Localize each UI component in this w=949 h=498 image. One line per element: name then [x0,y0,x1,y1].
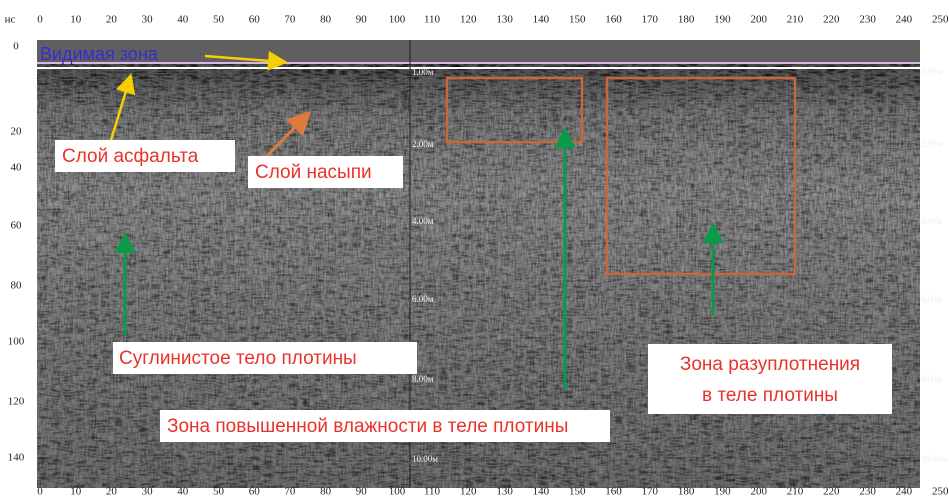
top-tick-label: 160 [605,14,622,26]
bottom-tick-label: 70 [284,486,296,498]
bottom-tick-label: 130 [496,486,513,498]
bottom-tick-label: 160 [605,486,622,498]
top-tick-label: 70 [284,14,296,26]
bottom-tick-label: 30 [142,486,154,498]
axis-unit: нс [5,14,16,26]
top-tick-label: 140 [533,14,550,26]
radargram-figure: нс Видимая зона Слой асфальта Слой насып… [0,0,949,498]
annotation: в теле плотины [702,385,838,406]
top-tick-label: 220 [823,14,840,26]
top-tick-label: 180 [678,14,695,26]
depth-mark: 1.00м [412,67,434,77]
top-tick-label: 250 [932,14,949,26]
bottom-tick-label: 250 [932,486,949,498]
depth-mark: 6.00м [412,294,434,304]
bottom-tick-label: 180 [678,486,695,498]
annotation: Зона разуплотнения [680,354,860,375]
bottom-tick-label: 10 [70,486,82,498]
top-tick-label: 40 [177,14,189,26]
bottom-tick-label: 220 [823,486,840,498]
bottom-tick-label: 20 [106,486,118,498]
left-tick-label: 140 [8,452,25,464]
depth-mark: 2.00м [412,139,434,149]
top-tick-label: 0 [37,14,43,26]
left-tick-label: 60 [11,220,23,232]
left-tick-label: 120 [8,396,25,408]
top-tick-label: 110 [424,14,441,26]
bottom-tick-label: 50 [213,486,225,498]
bottom-tick-label: 80 [320,486,332,498]
left-tick-label: 40 [11,162,23,174]
bottom-tick-label: 120 [460,486,477,498]
bottom-tick-label: 240 [896,486,913,498]
top-tick-label: 30 [142,14,154,26]
bottom-tick-label: 170 [642,486,659,498]
bottom-tick-label: 0 [37,486,43,498]
top-tick-label: 200 [750,14,767,26]
top-tick-label: 120 [460,14,477,26]
depth-mark: 4.00м [921,216,943,226]
depth-mark: 2.00м [921,139,943,149]
top-tick-label: 130 [496,14,513,26]
top-tick-label: 190 [714,14,731,26]
top-tick-label: 100 [389,14,406,26]
annotation: Слой асфальта [62,146,199,167]
top-tick-label: 20 [106,14,118,26]
top-tick-label: 150 [569,14,586,26]
depth-mark: 8.00м [921,374,943,384]
depth-mark: 8.00м [412,374,434,384]
visible-zone-band [37,40,920,62]
bottom-tick-label: 230 [859,486,876,498]
bottom-tick-label: 60 [249,486,261,498]
annotation: Зона повышенной влажности в теле плотины [167,416,568,437]
top-tick-label: 170 [642,14,659,26]
annotation: Видимая зона [40,44,159,64]
bottom-tick-label: 150 [569,486,586,498]
depth-mark: 4.00м [412,216,434,226]
top-tick-label: 10 [70,14,82,26]
top-tick-label: 90 [356,14,368,26]
annotation: Суглинистое тело плотины [119,348,357,369]
top-tick-label: 80 [320,14,332,26]
top-tick-label: 60 [249,14,261,26]
depth-mark: 0.00м [921,67,943,77]
bottom-tick-label: 190 [714,486,731,498]
top-tick-label: 240 [896,14,913,26]
annotation: Слой насыпи [255,162,372,183]
depth-mark: 10.00м [921,454,947,464]
top-tick-label: 230 [859,14,876,26]
bottom-tick-label: 210 [787,486,804,498]
bottom-tick-label: 110 [424,486,441,498]
bottom-tick-label: 140 [533,486,550,498]
bottom-tick-label: 100 [389,486,406,498]
bottom-tick-label: 90 [356,486,368,498]
left-tick-label: 20 [11,126,23,138]
bottom-tick-label: 40 [177,486,189,498]
depth-mark: 6.00м [921,294,943,304]
top-tick-label: 50 [213,14,225,26]
depth-mark: 10.00м [412,454,438,464]
left-tick-label: 100 [8,336,25,348]
bottom-tick-label: 200 [750,486,767,498]
left-tick-label: 80 [11,280,23,292]
top-tick-label: 210 [787,14,804,26]
left-tick-label: 0 [13,41,19,53]
